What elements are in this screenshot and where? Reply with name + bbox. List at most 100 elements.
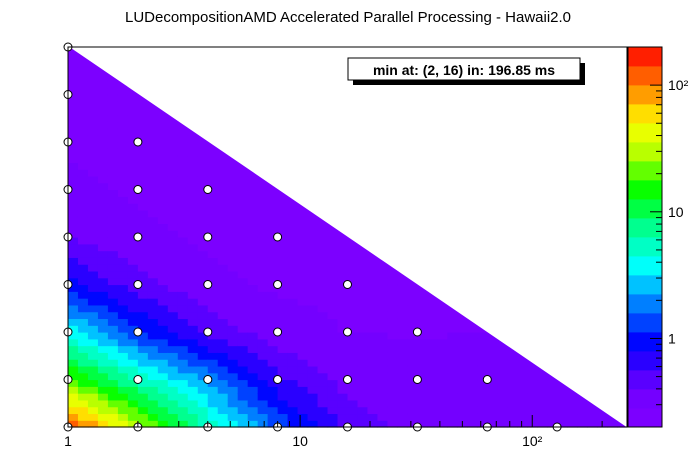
contour-cell xyxy=(157,386,169,394)
contour-cell xyxy=(187,203,199,211)
contour-cell xyxy=(127,393,139,401)
contour-cell xyxy=(347,318,359,326)
contour-cell xyxy=(127,298,139,306)
contour-cell xyxy=(87,332,99,340)
contour-cell xyxy=(337,332,349,340)
contour-cell xyxy=(237,223,249,231)
contour-cell xyxy=(457,386,468,394)
contour-cell xyxy=(417,386,428,394)
contour-cell xyxy=(97,101,109,109)
contour-cell xyxy=(307,406,319,415)
contour-cell xyxy=(77,257,89,265)
contour-cell xyxy=(68,250,79,258)
contour-cell xyxy=(277,257,289,265)
contour-cell xyxy=(77,304,89,313)
contour-cell xyxy=(357,359,369,367)
contour-cell xyxy=(207,189,219,197)
contour-cell xyxy=(197,325,209,333)
contour-cell xyxy=(407,372,418,381)
contour-cell xyxy=(77,108,89,116)
contour-cell xyxy=(177,264,189,272)
contour-cell xyxy=(127,155,139,163)
contour-cell xyxy=(87,393,99,401)
contour-cell xyxy=(97,386,109,394)
contour-cell xyxy=(447,386,458,394)
contour-cell xyxy=(267,406,279,415)
contour-cell xyxy=(407,304,418,313)
contour-cell xyxy=(377,406,389,415)
contour-cell xyxy=(447,325,458,333)
contour-cell xyxy=(77,74,89,82)
contour-cell xyxy=(287,311,299,320)
contour-cell xyxy=(527,365,538,374)
contour-cell xyxy=(417,298,428,306)
contour-cell xyxy=(247,393,259,401)
contour-cell xyxy=(407,291,418,299)
contour-cell xyxy=(217,413,229,421)
contour-cell xyxy=(237,338,249,347)
contour-cell xyxy=(357,304,369,313)
contour-cell xyxy=(447,379,458,387)
contour-cell xyxy=(177,420,189,428)
contour-cell xyxy=(287,406,299,415)
contour-cell xyxy=(227,399,239,408)
contour-cell xyxy=(277,386,289,394)
contour-cell xyxy=(257,264,269,272)
contour-cell xyxy=(77,352,89,360)
contour-cell xyxy=(117,182,129,191)
contour-cell xyxy=(68,169,79,177)
contour-cell xyxy=(177,196,189,204)
contour-cell xyxy=(68,325,79,333)
contour-cell xyxy=(287,332,299,340)
sample-point xyxy=(273,375,283,384)
contour-cell xyxy=(147,169,159,177)
contour-cell xyxy=(107,155,119,163)
contour-cell xyxy=(547,413,558,421)
contour-cell xyxy=(117,325,129,333)
contour-cell xyxy=(147,189,159,197)
contour-cell xyxy=(187,413,199,421)
contour-cell xyxy=(227,264,239,272)
contour-cell xyxy=(247,359,259,367)
contour-cell xyxy=(68,142,79,150)
contour-cell xyxy=(87,155,99,163)
contour-cell xyxy=(377,277,389,286)
contour-cell xyxy=(107,372,119,381)
contour-cell xyxy=(177,413,189,421)
contour-cell xyxy=(217,393,229,401)
contour-cell xyxy=(147,359,159,367)
contour-cell xyxy=(177,142,189,150)
contour-cell xyxy=(227,345,239,353)
contour-cell xyxy=(267,359,279,367)
contour-cell xyxy=(517,413,528,421)
contour-cell xyxy=(87,135,99,143)
contour-cell xyxy=(227,230,239,238)
contour-cell xyxy=(367,393,379,401)
contour-cell xyxy=(177,148,189,157)
contour-cell xyxy=(267,243,279,252)
contour-cell xyxy=(307,237,319,245)
contour-cell xyxy=(237,189,249,197)
contour-cell xyxy=(68,162,79,170)
contour-cell xyxy=(127,270,139,279)
contour-cell xyxy=(587,413,598,421)
contour-cell xyxy=(217,304,229,313)
contour-cell xyxy=(427,332,438,340)
contour-cell xyxy=(147,250,159,258)
contour-cell xyxy=(477,352,488,360)
contour-cell xyxy=(257,365,269,374)
contour-cell xyxy=(207,291,219,299)
contour-cell xyxy=(87,94,99,102)
contour-cell xyxy=(157,216,169,225)
contour-cell xyxy=(157,203,169,211)
contour-cell xyxy=(427,338,438,347)
contour-cell xyxy=(177,128,189,136)
contour-cell xyxy=(107,345,119,353)
contour-cell xyxy=(177,325,189,333)
contour-cell xyxy=(547,393,558,401)
contour-cell xyxy=(157,237,169,245)
contour-cell xyxy=(257,175,269,184)
contour-cell xyxy=(327,372,339,381)
contour-cell xyxy=(267,270,279,279)
contour-cell xyxy=(367,325,379,333)
